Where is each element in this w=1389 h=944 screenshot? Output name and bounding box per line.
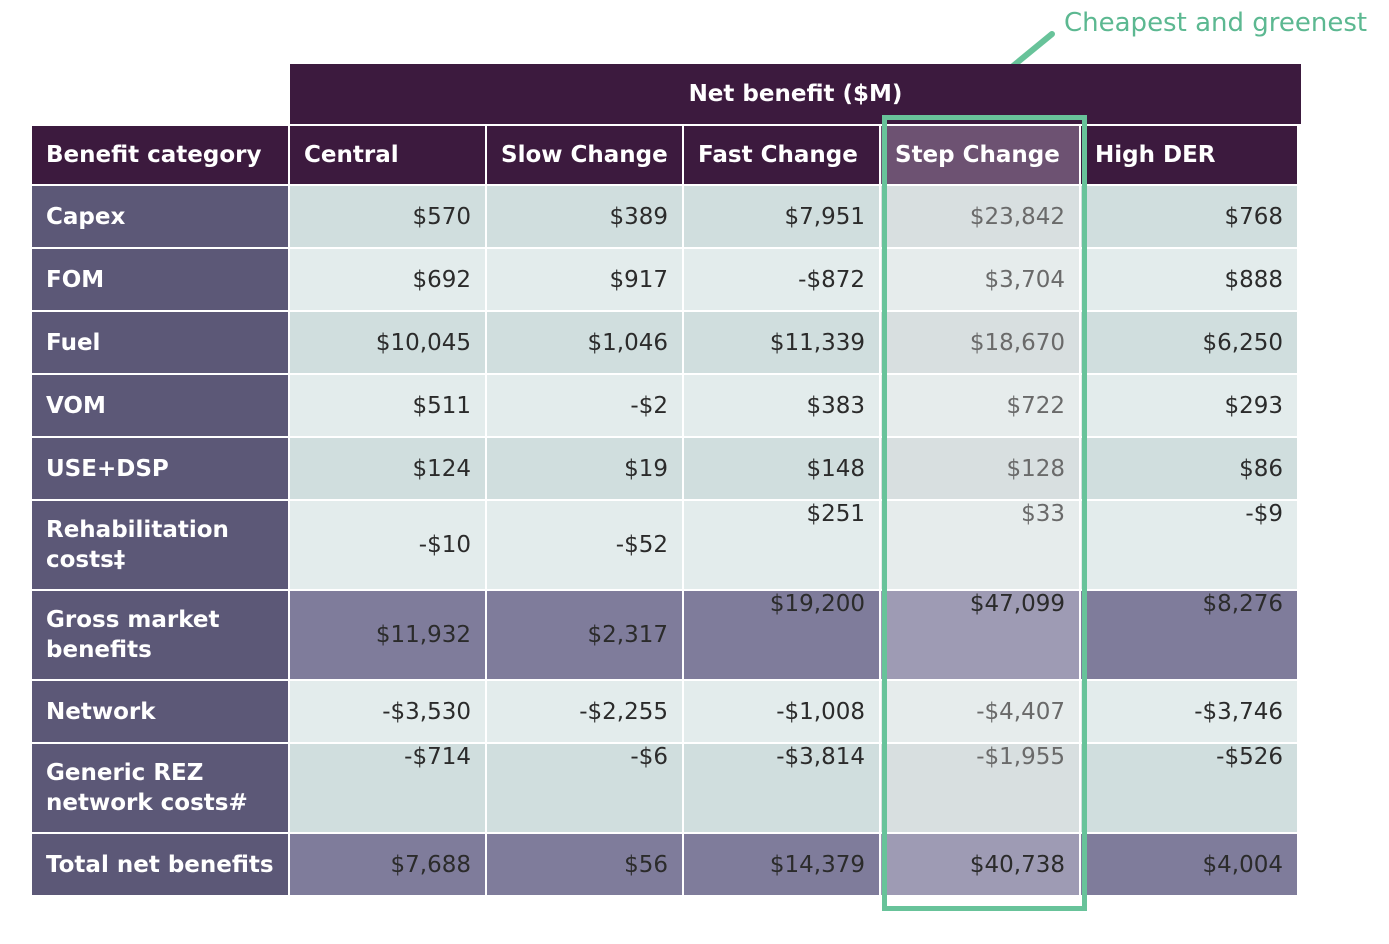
cell-central: $570	[288, 184, 487, 249]
cell-slow-change: $917	[485, 247, 684, 312]
column-header-fast-change: Fast Change	[682, 124, 881, 186]
column-header-row: Benefit category Central Slow Change Fas…	[30, 124, 1299, 186]
cell-central: $11,932	[288, 589, 487, 681]
row-label: Generic REZ network costs#	[30, 742, 290, 834]
cell-step-change: $33	[879, 499, 1081, 591]
table-row: FOM $692 $917 -$872 $3,704 $888	[30, 247, 1299, 312]
cell-fast-change: -$872	[682, 247, 881, 312]
cell-step-change: $3,704	[879, 247, 1081, 312]
row-label: Rehabilitation costs‡	[30, 499, 290, 591]
cell-slow-change: -$2	[485, 373, 684, 438]
cell-high-der: $86	[1079, 436, 1299, 501]
column-header-slow-change: Slow Change	[485, 124, 684, 186]
cell-high-der: $768	[1079, 184, 1299, 249]
cell-high-der: -$526	[1079, 742, 1299, 834]
cell-fast-change: $14,379	[682, 832, 881, 897]
cell-central: $7,688	[288, 832, 487, 897]
cell-central: $511	[288, 373, 487, 438]
cell-fast-change: $148	[682, 436, 881, 501]
table-row: Fuel $10,045 $1,046 $11,339 $18,670 $6,250	[30, 310, 1299, 375]
cell-high-der: $293	[1079, 373, 1299, 438]
cell-central: -$10	[288, 499, 487, 591]
cell-high-der: $6,250	[1079, 310, 1299, 375]
row-label: VOM	[30, 373, 290, 438]
cell-fast-change: $11,339	[682, 310, 881, 375]
table-row: VOM $511 -$2 $383 $722 $293	[30, 373, 1299, 438]
cell-step-change: -$4,407	[879, 679, 1081, 744]
row-label: Gross market benefits	[30, 589, 290, 681]
cell-step-change: -$1,955	[879, 742, 1081, 834]
column-header-central: Central	[288, 124, 487, 186]
row-label: Fuel	[30, 310, 290, 375]
net-benefit-header: Net benefit ($M)	[290, 64, 1301, 124]
cell-fast-change: $7,951	[682, 184, 881, 249]
cell-high-der: -$9	[1079, 499, 1299, 591]
row-label: Capex	[30, 184, 290, 249]
table-row: Capex $570 $389 $7,951 $23,842 $768	[30, 184, 1299, 249]
cell-step-change: $40,738	[879, 832, 1081, 897]
cell-step-change: $722	[879, 373, 1081, 438]
column-header-step-change: Step Change	[879, 124, 1081, 186]
cell-central: $10,045	[288, 310, 487, 375]
cell-step-change: $18,670	[879, 310, 1081, 375]
net-benefit-table: Benefit category Central Slow Change Fas…	[30, 124, 1299, 897]
row-label: Total net benefits	[30, 832, 290, 897]
cell-slow-change: $19	[485, 436, 684, 501]
table-row: Gross market benefits $11,932 $2,317 $19,20…	[30, 589, 1299, 681]
table-row: Network -$3,530 -$2,255 -$1,008 -$4,407 -$3,7…	[30, 679, 1299, 744]
row-label: FOM	[30, 247, 290, 312]
cell-step-change: $128	[879, 436, 1081, 501]
cell-central: $124	[288, 436, 487, 501]
cell-fast-change: $19,200	[682, 589, 881, 681]
cell-slow-change: $1,046	[485, 310, 684, 375]
table-row: USE+DSP $124 $19 $148 $128 $86	[30, 436, 1299, 501]
table-row: Generic REZ network costs# -$714 -$6 -$3,81…	[30, 742, 1299, 834]
cell-fast-change: $251	[682, 499, 881, 591]
cell-fast-change: $383	[682, 373, 881, 438]
cell-step-change: $47,099	[879, 589, 1081, 681]
cell-central: -$714	[288, 742, 487, 834]
cell-slow-change: $389	[485, 184, 684, 249]
cell-fast-change: -$1,008	[682, 679, 881, 744]
cell-slow-change: $2,317	[485, 589, 684, 681]
cell-high-der: $4,004	[1079, 832, 1299, 897]
cell-slow-change: -$52	[485, 499, 684, 591]
cell-step-change: $23,842	[879, 184, 1081, 249]
table-body: Capex $570 $389 $7,951 $23,842 $768 FOM $692 $91…	[30, 184, 1299, 897]
column-header-high-der: High DER	[1079, 124, 1299, 186]
row-header-label: Benefit category	[30, 124, 290, 186]
cell-central: -$3,530	[288, 679, 487, 744]
row-label: Network	[30, 679, 290, 744]
cell-central: $692	[288, 247, 487, 312]
cell-high-der: $8,276	[1079, 589, 1299, 681]
cell-slow-change: -$6	[485, 742, 684, 834]
cell-high-der: -$3,746	[1079, 679, 1299, 744]
row-label: USE+DSP	[30, 436, 290, 501]
cell-high-der: $888	[1079, 247, 1299, 312]
table-row: Rehabilitation costs‡ -$10 -$52 $251 $33 -$9	[30, 499, 1299, 591]
table-row: Total net benefits $7,688 $56 $14,379 $40,73…	[30, 832, 1299, 897]
annotation-label: Cheapest and greenest	[1064, 8, 1368, 38]
cell-slow-change: -$2,255	[485, 679, 684, 744]
cell-fast-change: -$3,814	[682, 742, 881, 834]
cell-slow-change: $56	[485, 832, 684, 897]
